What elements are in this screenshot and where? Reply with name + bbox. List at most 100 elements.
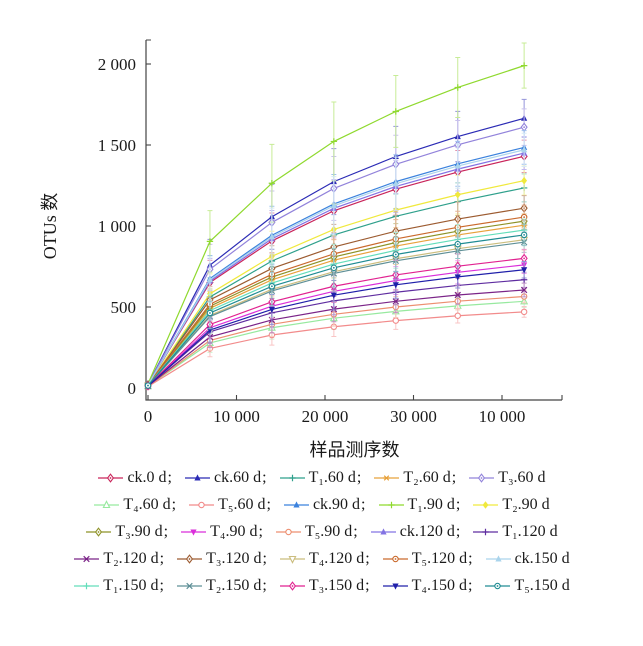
legend-marker-t-90-d bbox=[86, 526, 112, 537]
legend-label: T₁.150 d bbox=[103, 576, 159, 594]
legend-label: T₁.90 d bbox=[407, 495, 455, 513]
legend-marker-ck-150-d bbox=[485, 554, 511, 561]
legend-marker-ck-90-d bbox=[283, 500, 309, 507]
legend-item-t-90-d: T₁.90 d; bbox=[378, 495, 461, 514]
legend-label: T₅.120 d bbox=[411, 549, 468, 567]
legend-item-ck-60-d: ck.60 d; bbox=[184, 469, 267, 487]
legend-separator: ; bbox=[262, 576, 267, 594]
legend-marker-t-150-d bbox=[382, 583, 408, 590]
legend-label: ck.60 d bbox=[214, 468, 262, 486]
legend-marker-t-60-d bbox=[279, 474, 305, 481]
legend-marker-t-90-d bbox=[181, 529, 207, 536]
x-tick-label: 0 bbox=[144, 407, 153, 426]
legend-row: T₃.90 d; T₄.90 d; T₅.90 d; ck.120 d; T₁.120 … bbox=[0, 518, 643, 545]
legend-item-t-150-d: T₅.150 d bbox=[484, 576, 570, 595]
legend-label: T₄.90 d bbox=[210, 522, 258, 540]
legend-label: T₅.60 d bbox=[218, 495, 266, 513]
legend-separator: ; bbox=[167, 468, 172, 486]
legend-item-ck-0-d: ck.0 d; bbox=[97, 469, 172, 487]
legend-marker-t-120-d bbox=[74, 555, 100, 562]
legend-separator: ; bbox=[262, 549, 267, 567]
y-tick-label: 2 000 bbox=[98, 55, 136, 74]
legend-label: ck.120 d bbox=[399, 522, 455, 540]
legend-marker-ck-0-d bbox=[98, 472, 124, 483]
legend-marker-t-60-d bbox=[469, 472, 495, 483]
legend-marker-t-60-d bbox=[94, 499, 120, 508]
legend-row: T₁.150 d; T₂.150 d; T₃.150 d; T₄.150 d; T₅.1… bbox=[0, 572, 643, 599]
legend-label: T₅.90 d bbox=[304, 522, 353, 540]
legend-label: ck.90 d bbox=[312, 495, 361, 513]
legend-item-ck-150-d: ck.150 d bbox=[485, 550, 570, 568]
legend-marker-t-60-d bbox=[189, 501, 215, 508]
legend-row: T₂.120 d; T₃.120 d; T₄.120 d; T₅.120 d; ck.1… bbox=[0, 545, 643, 572]
x-tick-label: 30 000 bbox=[390, 407, 437, 426]
legend-item-t-60-d: T₁.60 d; bbox=[279, 468, 362, 487]
legend-marker-t-150-d bbox=[74, 582, 100, 589]
legend-marker-t-90-d bbox=[473, 500, 499, 509]
x-tick-label: 20 000 bbox=[302, 407, 349, 426]
legend-label: T₄.60 d bbox=[123, 495, 171, 513]
legend-marker-t-120-d bbox=[279, 555, 305, 564]
legend-separator: ; bbox=[353, 522, 358, 540]
legend-label: T₁.60 d bbox=[308, 468, 356, 486]
legend-label: ck.150 d bbox=[514, 549, 570, 567]
x-axis-title: 样品测序数 bbox=[309, 440, 400, 460]
legend-label: T₁.120 d bbox=[502, 522, 558, 540]
legend-item-t-150-d: T₄.150 d; bbox=[382, 576, 473, 595]
series-t-150-d bbox=[144, 223, 528, 389]
legend-marker-ck-120-d bbox=[370, 527, 396, 534]
legend-separator: ; bbox=[365, 576, 370, 594]
y-tick-label: 0 bbox=[128, 379, 137, 398]
legend-label: T₄.120 d bbox=[308, 549, 365, 567]
legend-separator: ; bbox=[266, 495, 271, 513]
legend-item-t-60-d: T₄.60 d; bbox=[93, 496, 176, 514]
legend-separator: ; bbox=[467, 576, 473, 594]
legend-separator: ; bbox=[451, 468, 457, 486]
legend-label: T₃.120 d bbox=[206, 549, 262, 567]
legend-marker-t-150-d bbox=[485, 582, 511, 589]
legend-marker-t-90-d bbox=[275, 528, 301, 535]
legend-label: T₂.150 d bbox=[206, 576, 262, 594]
legend-separator: ; bbox=[159, 576, 164, 594]
legend-label: T₅.150 d bbox=[514, 576, 570, 594]
legend-marker-t-120-d bbox=[177, 553, 203, 564]
legend-separator: ; bbox=[455, 495, 461, 513]
legend-item-t-120-d: T₄.120 d; bbox=[279, 550, 370, 568]
legend-row: T₄.60 d; T₅.60 d; ck.90 d; T₁.90 d; T₂.90 d bbox=[0, 491, 643, 518]
legend-separator: ; bbox=[356, 468, 362, 486]
legend-marker-t-150-d bbox=[279, 580, 305, 591]
legend-separator: ; bbox=[455, 522, 461, 540]
series-t-150-d bbox=[144, 260, 528, 390]
legend-label: T₃.150 d bbox=[308, 576, 365, 594]
legend-label: T₂.120 d bbox=[103, 549, 159, 567]
legend-separator: ; bbox=[361, 495, 366, 513]
legend-marker-t-60-d bbox=[374, 474, 400, 481]
legend-item-t-150-d: T₃.150 d; bbox=[279, 577, 370, 595]
legend-separator: ; bbox=[365, 549, 370, 567]
legend-label: T₂.90 d bbox=[502, 495, 550, 513]
legend-item-ck-120-d: ck.120 d; bbox=[370, 522, 461, 541]
series-t-150-d bbox=[144, 218, 528, 389]
legend-separator: ; bbox=[262, 468, 267, 486]
legend-item-t-60-d: T₂.60 d; bbox=[373, 469, 456, 487]
y-tick-label: 500 bbox=[111, 298, 137, 317]
legend-label: T₂.60 d bbox=[403, 468, 451, 486]
legend-item-t-60-d: T₃.60 d bbox=[468, 469, 546, 487]
legend-item-t-90-d: T₃.90 d; bbox=[85, 523, 168, 541]
rarefaction-chart: 0 500 1 000 1 500 2 000 0 10 000 20 000 30 000 10… bbox=[98, 39, 563, 426]
legend-row: ck.0 d; ck.60 d; T₁.60 d; T₂.60 d; T₃.60 d bbox=[0, 464, 643, 491]
legend-item-t-120-d: T₅.120 d; bbox=[382, 550, 473, 568]
legend-item-t-120-d: T₂.120 d; bbox=[73, 550, 164, 568]
series-t-90-d bbox=[144, 208, 528, 391]
legend-separator: ; bbox=[468, 549, 473, 567]
legend-marker-t-120-d bbox=[382, 555, 408, 562]
legend-label: ck.0 d bbox=[127, 468, 167, 486]
legend-separator: ; bbox=[159, 549, 165, 567]
chart-legend: ck.0 d; ck.60 d; T₁.60 d; T₂.60 d; T₃.60 d T₄… bbox=[0, 464, 643, 599]
legend-separator: ; bbox=[171, 495, 177, 513]
y-tick-label: 1 500 bbox=[98, 136, 136, 155]
legend-marker-ck-60-d bbox=[185, 473, 210, 480]
legend-item-t-150-d: T₁.150 d; bbox=[73, 577, 164, 595]
x-tick-label: 10 000 bbox=[479, 407, 526, 426]
